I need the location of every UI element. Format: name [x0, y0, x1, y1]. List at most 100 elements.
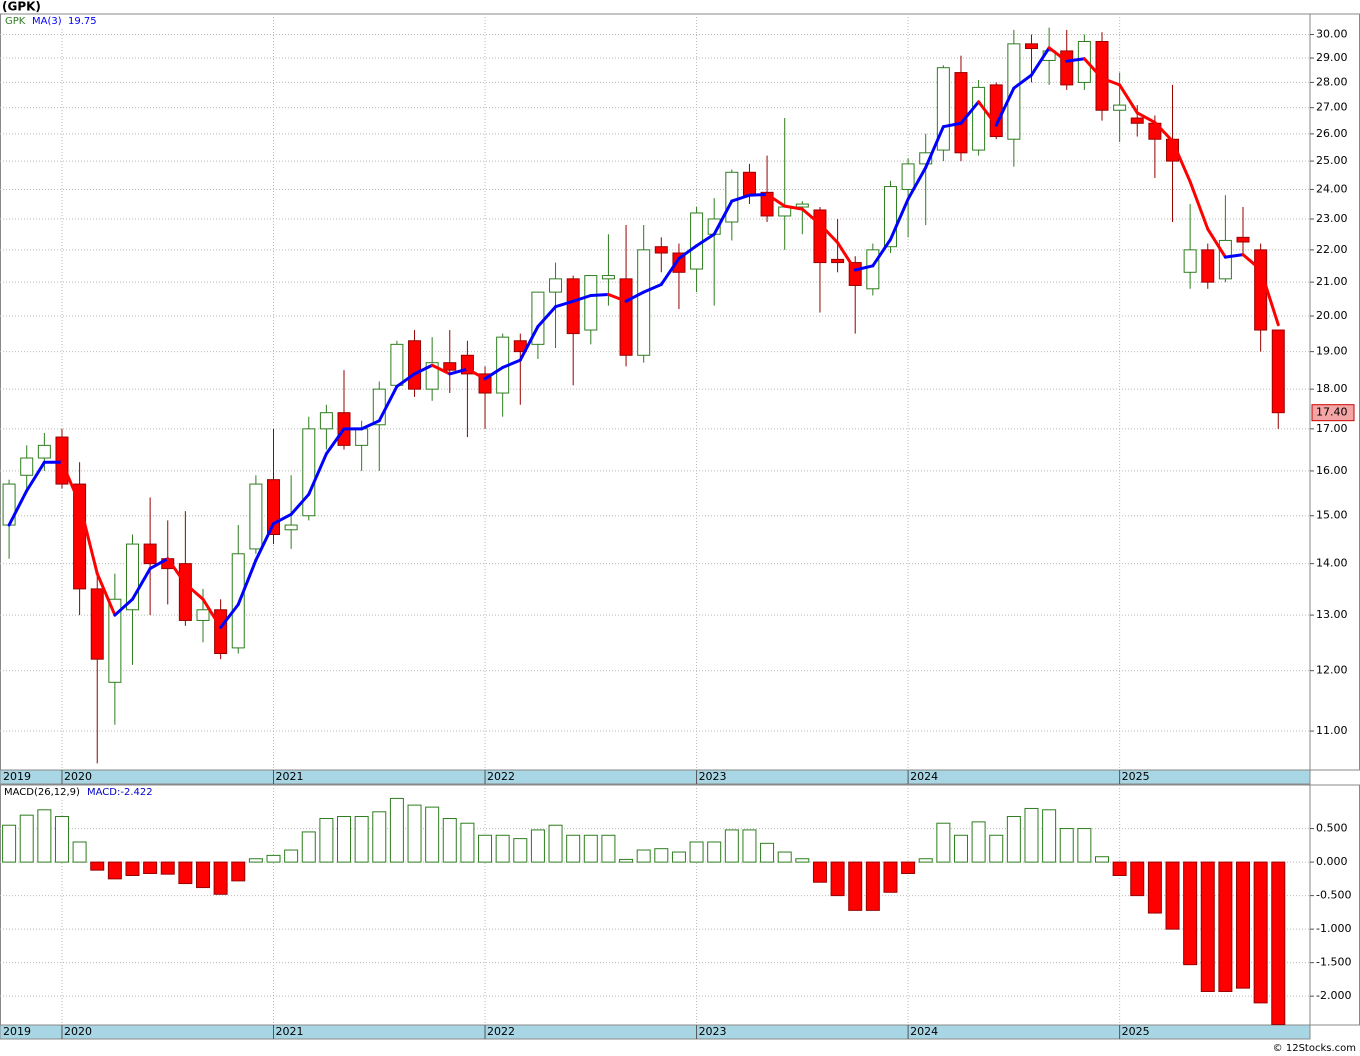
macd-bar: [213, 861, 228, 895]
ma-line: [501, 358, 522, 370]
x-tick-label: 2023: [699, 1025, 727, 1038]
candle-body: [1060, 50, 1074, 86]
candle-body: [954, 72, 968, 154]
ma-line: [324, 427, 346, 456]
x-tick-label: 2021: [276, 1025, 304, 1038]
ma-line: [307, 452, 328, 496]
candle-body: [566, 278, 580, 335]
ma-line: [1082, 57, 1104, 80]
ma-line: [712, 199, 734, 236]
macd-bar: [848, 861, 863, 911]
ma-line: [554, 299, 575, 309]
macd-bar: [266, 854, 281, 863]
candle-body: [196, 609, 210, 621]
legend-ma-value: 19.75: [68, 16, 97, 27]
ma-line: [1135, 111, 1157, 124]
ma-line: [254, 522, 276, 562]
candle-body: [1077, 40, 1091, 83]
footer: © 12Stocks.com: [1273, 1043, 1356, 1054]
candle-body: [1254, 249, 1268, 331]
ma-line: [183, 582, 205, 601]
candle-body: [1183, 249, 1197, 273]
x-tick-label: 2020: [64, 770, 92, 783]
macd-bar: [319, 818, 334, 863]
ma-line: [853, 264, 875, 272]
ma-line: [1118, 83, 1139, 115]
y-tick-label: 12.00: [1316, 664, 1348, 677]
ma-line: [483, 366, 505, 381]
candle-body: [408, 340, 422, 390]
x-tick-label: 2022: [487, 1025, 515, 1038]
macd-bar: [548, 824, 563, 863]
macd-bar: [160, 861, 175, 875]
legend-symbol: GPK: [5, 16, 26, 27]
ma-line: [1206, 227, 1227, 259]
macd-bar: [936, 822, 951, 863]
candle-body: [1095, 40, 1109, 111]
macd-bar: [513, 838, 528, 863]
macd-bar: [37, 809, 52, 863]
ma-line: [959, 100, 981, 125]
macd-bar: [953, 834, 968, 863]
macd-bar: [654, 848, 669, 863]
macd-bar: [566, 834, 581, 863]
macd-bar: [125, 861, 140, 877]
ma-line: [272, 512, 293, 526]
ma-line: [871, 238, 892, 268]
macd-bar: [354, 816, 369, 863]
y-tick-label: 20.00: [1316, 309, 1348, 322]
y-tick-label: -1.000: [1316, 922, 1351, 935]
macd-bar: [619, 858, 634, 863]
x-tick-label: 2025: [1122, 770, 1150, 783]
y-tick-label: 16.00: [1316, 464, 1348, 477]
candle-body: [284, 524, 298, 531]
last-price-label: 17.40: [1316, 406, 1348, 419]
ma-line: [465, 367, 487, 381]
y-tick-label: -0.500: [1316, 889, 1351, 902]
macd-bar: [72, 841, 87, 863]
ma-line: [448, 367, 469, 376]
ma-line: [800, 207, 822, 226]
y-tick-label: 15.00: [1316, 509, 1348, 522]
ma-line: [659, 256, 681, 286]
ma-line: [60, 460, 82, 505]
macd-bar: [760, 842, 775, 863]
ma-line: [95, 572, 117, 617]
macd-bar: [1200, 861, 1215, 992]
macd-bar: [671, 851, 686, 863]
candle-body: [1271, 329, 1285, 414]
candle-body: [866, 249, 880, 290]
macd-bar: [1130, 861, 1145, 897]
ma-line: [219, 602, 240, 629]
macd-bar: [248, 858, 263, 863]
macd-bar: [90, 861, 105, 871]
y-tick-label: 0.500: [1316, 822, 1348, 835]
y-tick-label: 14.00: [1316, 557, 1348, 570]
macd-name: MACD(26,12,9): [4, 787, 80, 798]
legend-bg: [2, 786, 152, 799]
ma-line: [536, 305, 558, 329]
ma-line: [888, 197, 910, 242]
ma-line: [765, 192, 787, 208]
ma-line: [1065, 57, 1086, 63]
macd-bar: [107, 861, 122, 880]
ma-line: [1259, 268, 1280, 327]
ma-line: [624, 290, 646, 303]
candle-body: [108, 598, 122, 683]
candle-body: [1113, 104, 1127, 111]
candle-body: [637, 249, 651, 356]
candle-body: [249, 483, 263, 550]
macd-bar: [989, 834, 1004, 863]
ma-line: [130, 567, 152, 601]
candle-body: [143, 543, 157, 565]
y-tick-label: 13.00: [1316, 608, 1348, 621]
ma-line: [818, 222, 840, 245]
macd-bar: [530, 829, 545, 863]
x-tick-label: 2025: [1122, 1025, 1150, 1038]
candle-body: [55, 436, 69, 485]
macd-bar: [1165, 861, 1180, 930]
macd-bar: [1218, 861, 1233, 992]
macd-bar: [883, 861, 898, 893]
macd-bar: [1271, 861, 1286, 1025]
macd-bar: [1006, 816, 1021, 863]
